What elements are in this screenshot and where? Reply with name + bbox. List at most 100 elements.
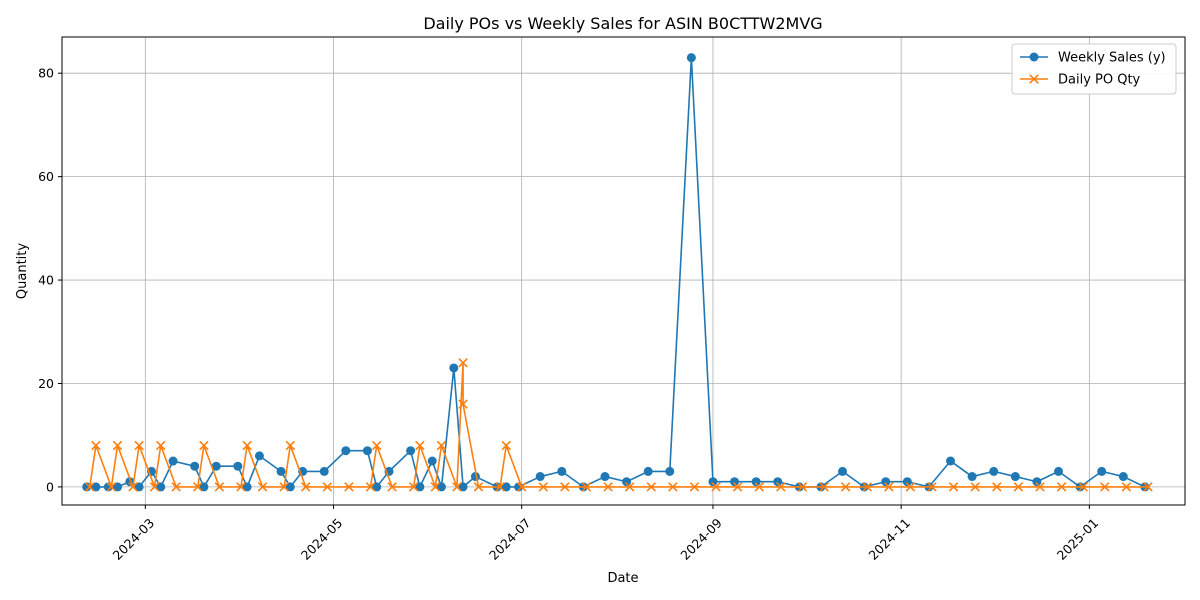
data-point (449, 363, 459, 373)
data-point (1078, 482, 1088, 492)
data-point (711, 482, 721, 492)
data-point (452, 482, 462, 492)
data-point (665, 466, 675, 476)
data-point (458, 399, 468, 409)
data-point (341, 446, 351, 456)
data-point (458, 482, 468, 492)
data-point (902, 477, 912, 487)
data-point (819, 482, 829, 492)
data-point (581, 482, 592, 492)
grid-lines (62, 37, 1185, 505)
data-point (285, 482, 295, 492)
data-point (199, 482, 209, 492)
data-point (415, 482, 425, 492)
data-point (495, 482, 505, 492)
data-point (557, 466, 567, 476)
data-point (1118, 472, 1128, 482)
data-point (112, 440, 123, 451)
data-point (149, 482, 160, 492)
data-point (967, 472, 977, 482)
data-point (242, 482, 252, 492)
data-point (708, 477, 718, 487)
series-layer (82, 53, 1153, 492)
data-point (1035, 482, 1045, 492)
data-point (458, 358, 468, 368)
data-point (1054, 466, 1064, 476)
data-point (371, 440, 382, 451)
data-point (754, 482, 765, 492)
data-point (322, 482, 333, 492)
data-point (884, 482, 894, 492)
data-point (192, 482, 203, 492)
legend-marker (1029, 74, 1039, 84)
data-point (362, 446, 372, 456)
data-point (134, 482, 144, 492)
data-point (751, 477, 761, 487)
data-point (387, 482, 397, 492)
data-point (199, 440, 209, 451)
data-point (646, 482, 657, 492)
data-point (989, 466, 999, 476)
data-point (538, 482, 549, 492)
data-point (168, 456, 178, 466)
data-point (689, 482, 700, 492)
data-point (279, 482, 289, 492)
y-tick-label: 60 (38, 169, 54, 184)
data-point (501, 482, 511, 492)
data-point (473, 482, 484, 492)
data-point (254, 451, 264, 461)
data-point (773, 477, 783, 487)
data-point (1121, 482, 1132, 492)
data-point (970, 482, 980, 492)
series-0 (82, 53, 1150, 492)
data-point (91, 482, 101, 492)
data-point (732, 482, 743, 492)
data-point (730, 477, 740, 487)
data-point (276, 466, 286, 476)
data-point (948, 482, 959, 492)
data-point (406, 446, 416, 456)
y-tick-label: 40 (38, 273, 54, 288)
legend-label: Daily PO Qty (1058, 73, 1141, 88)
data-point (603, 482, 613, 492)
data-point (905, 482, 916, 492)
data-point (881, 477, 891, 487)
y-tick-label: 20 (38, 376, 54, 391)
data-point (365, 482, 376, 492)
y-tick-label: 80 (38, 66, 54, 81)
data-point (797, 482, 808, 492)
data-point (190, 461, 200, 471)
data-point (155, 440, 166, 451)
data-point (1010, 472, 1020, 482)
data-point (285, 440, 296, 451)
data-point (927, 482, 937, 492)
data-point (1013, 482, 1024, 492)
data-point (776, 482, 786, 492)
data-point (257, 482, 268, 492)
data-point (1143, 482, 1153, 492)
data-point (85, 482, 95, 492)
chart-title: Daily POs vs Weekly Sales for ASIN B0CTT… (423, 14, 822, 33)
data-point (840, 482, 851, 492)
legend-entry-1: Daily PO Qty (1020, 73, 1141, 88)
y-tick-label: 0 (46, 479, 54, 494)
data-point (560, 482, 570, 492)
data-point (1097, 466, 1107, 476)
data-point (113, 482, 123, 492)
data-point (408, 482, 419, 492)
data-point (427, 456, 437, 466)
data-point (91, 440, 101, 451)
data-point (300, 482, 311, 492)
data-point (600, 472, 610, 482)
data-point (501, 440, 512, 451)
data-point (372, 482, 382, 492)
data-point (415, 440, 425, 451)
data-point (535, 472, 545, 482)
legend: Weekly Sales (y) Daily PO Qty (1011, 43, 1177, 95)
data-point (156, 482, 166, 492)
x-axis-label: Date (607, 571, 638, 586)
data-point (622, 477, 632, 487)
data-point (862, 482, 872, 492)
